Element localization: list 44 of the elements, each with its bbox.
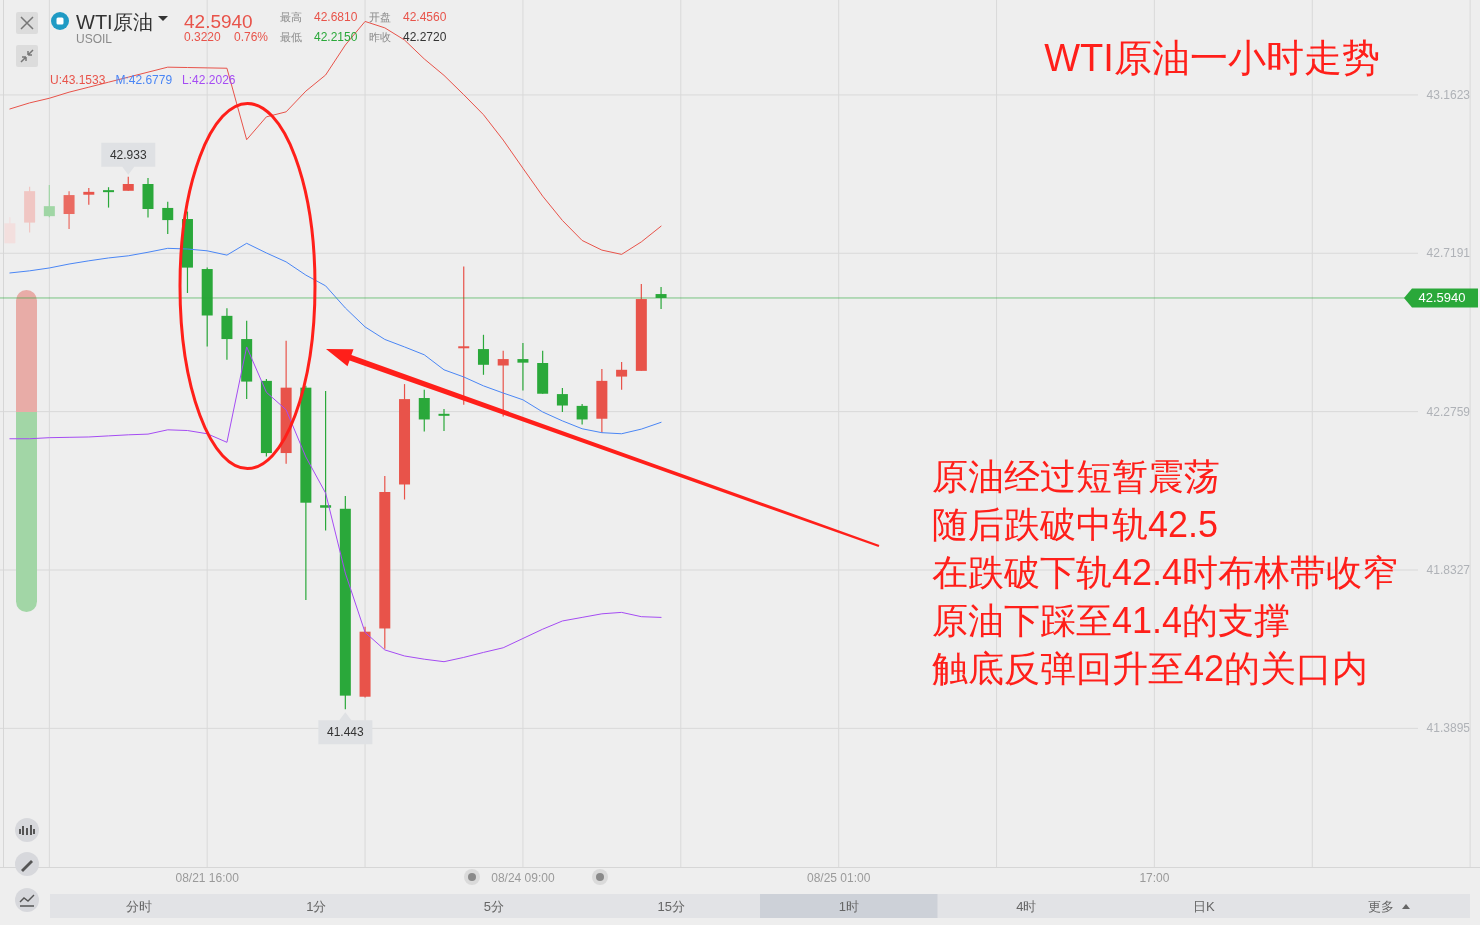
annotation: 日K <box>1192 898 1215 914</box>
legend-item: M:42.6779 <box>115 73 173 87</box>
annotation: 15分 <box>657 898 685 914</box>
annotation: WTI原油 <box>76 11 153 33</box>
ref-label: 42.5940 <box>1418 290 1466 306</box>
annotation: 原油经过短暂震荡 <box>932 455 1220 497</box>
annotation: 1分 <box>306 898 327 914</box>
title: WTI原油一小时走势 <box>1044 37 1380 79</box>
ytick: 42.7191 <box>1426 246 1470 261</box>
legend-item: U:43.1533 <box>50 73 106 87</box>
xtick: 08/21 16:00 <box>175 871 239 885</box>
annotation: 在跌破下轨42.4时布林带收窄 <box>932 551 1399 593</box>
ytick: 41.3895 <box>1426 721 1470 736</box>
annotation: 0.76% <box>234 30 269 44</box>
annotation: USOIL <box>76 32 112 46</box>
annotation: 1时 <box>838 898 859 914</box>
annotation: 5分 <box>483 898 504 914</box>
annotation: 42.5940 <box>184 11 253 32</box>
xtick: 17:00 <box>1139 871 1170 885</box>
annotation: 原油下踩至41.4的支撑 <box>932 599 1291 641</box>
annotation: 41.443 <box>318 712 373 745</box>
annotation: 触底反弹回升至42的关口内 <box>932 647 1369 689</box>
annotation: 42.6810 <box>314 10 358 24</box>
legend-item: L:42.2026 <box>182 73 236 87</box>
annotation: 0.3220 <box>184 30 221 44</box>
xtick: 08/24 09:00 <box>491 871 555 885</box>
annotation: 42.2720 <box>403 30 447 44</box>
xtick: 08/25 01:00 <box>806 871 871 885</box>
ytick: 42.2759 <box>1426 404 1470 419</box>
annotation: 更多 <box>1368 898 1395 914</box>
ytick: 41.8327 <box>1426 563 1470 577</box>
annotation: 42.4560 <box>403 10 447 24</box>
ytick: 43.1623 <box>1426 87 1470 102</box>
annotation: 42.933 <box>101 142 156 175</box>
annotation: 42.2150 <box>314 30 358 44</box>
annotation: 随后跌破中轨42.5 <box>932 503 1219 545</box>
annotation: 41.443 <box>326 725 365 740</box>
annotation: 最低 <box>280 31 302 43</box>
annotation: 分时 <box>125 898 152 914</box>
annotation: 42.933 <box>109 147 147 162</box>
annotation: 昨收 <box>369 31 391 43</box>
annotation: 4时 <box>1016 898 1037 914</box>
annotation: 开盘 <box>369 11 391 23</box>
annotation: 最高 <box>280 11 302 23</box>
